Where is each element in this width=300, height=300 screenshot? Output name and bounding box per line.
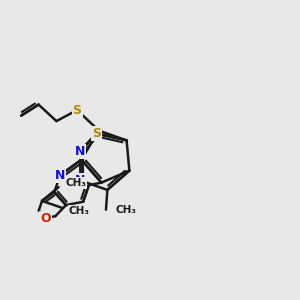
Text: N: N [75, 145, 85, 158]
Text: CH₃: CH₃ [69, 206, 90, 215]
Text: N: N [75, 174, 85, 187]
Text: S: S [73, 103, 82, 117]
Text: CH₃: CH₃ [65, 178, 86, 188]
Text: S: S [92, 127, 101, 140]
Text: N: N [55, 169, 65, 182]
Text: O: O [40, 212, 51, 225]
Text: CH₃: CH₃ [116, 205, 136, 215]
